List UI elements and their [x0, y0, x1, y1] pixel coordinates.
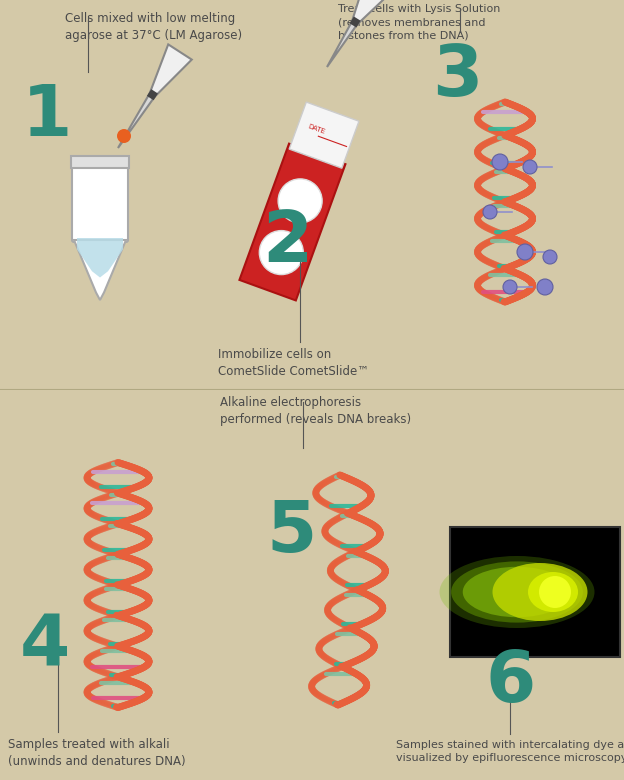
- Ellipse shape: [528, 572, 578, 612]
- Ellipse shape: [439, 556, 595, 628]
- FancyBboxPatch shape: [72, 163, 128, 242]
- Text: Samples treated with alkali
(unwinds and denatures DNA): Samples treated with alkali (unwinds and…: [8, 738, 185, 768]
- Circle shape: [483, 205, 497, 219]
- Polygon shape: [289, 102, 359, 168]
- Circle shape: [523, 160, 537, 174]
- Text: Alkaline electrophoresis
performed (reveals DNA breaks): Alkaline electrophoresis performed (reve…: [220, 396, 411, 426]
- Polygon shape: [147, 89, 158, 101]
- Text: 3: 3: [432, 42, 482, 111]
- Circle shape: [278, 179, 322, 223]
- Circle shape: [492, 154, 508, 170]
- Text: DATE: DATE: [307, 123, 326, 135]
- Polygon shape: [74, 240, 126, 300]
- Circle shape: [503, 280, 517, 294]
- Ellipse shape: [492, 563, 588, 621]
- Polygon shape: [349, 16, 361, 27]
- Text: 1: 1: [22, 82, 72, 151]
- Circle shape: [537, 279, 553, 295]
- Polygon shape: [327, 21, 357, 67]
- Ellipse shape: [451, 562, 583, 622]
- Text: Cells mixed with low melting
agarose at 37°C (LM Agarose): Cells mixed with low melting agarose at …: [65, 12, 242, 42]
- Bar: [71, 156, 129, 168]
- Text: Treat cells with Lysis Solution
(removes membranes and
histones from the DNA): Treat cells with Lysis Solution (removes…: [338, 4, 500, 41]
- Text: 6: 6: [486, 648, 536, 717]
- Circle shape: [117, 129, 131, 143]
- Polygon shape: [352, 0, 389, 25]
- Text: 5: 5: [266, 498, 316, 567]
- Circle shape: [539, 576, 571, 608]
- Polygon shape: [77, 238, 123, 278]
- Text: 2: 2: [262, 208, 312, 277]
- Ellipse shape: [463, 567, 571, 617]
- FancyBboxPatch shape: [450, 527, 620, 657]
- Polygon shape: [240, 144, 346, 300]
- Circle shape: [517, 244, 533, 260]
- Polygon shape: [150, 44, 192, 97]
- Circle shape: [260, 231, 303, 275]
- Text: 4: 4: [20, 612, 71, 681]
- Circle shape: [543, 250, 557, 264]
- Text: Samples stained with intercalating dye and
visualized by epifluorescence microsc: Samples stained with intercalating dye a…: [396, 740, 624, 763]
- Polygon shape: [118, 94, 155, 148]
- Text: Immobilize cells on
CometSlide CometSlide™: Immobilize cells on CometSlide CometSlid…: [218, 348, 369, 378]
